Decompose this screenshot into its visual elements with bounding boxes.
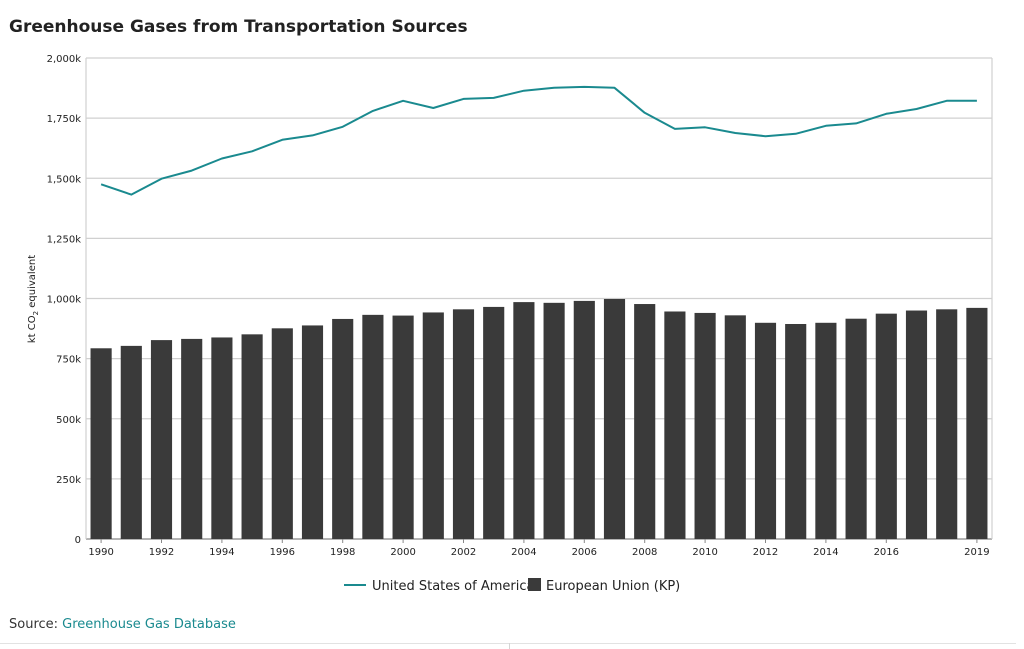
y-tick-label: 1,000k	[47, 295, 82, 306]
eu-bar	[362, 314, 384, 539]
source-prefix: Source:	[9, 617, 59, 632]
x-tick-label: 2004	[511, 547, 536, 558]
eu-bars	[90, 298, 988, 539]
x-tick-label: 2006	[572, 547, 597, 558]
y-tick-label: 0	[75, 535, 81, 546]
eu-bar	[332, 318, 354, 539]
y-axis: 0 250k 500k 750k 1,000k 1,250k 1,500k 1,750k 2,0…	[47, 54, 82, 546]
eu-bar	[875, 313, 897, 539]
legend: United States of America European Union …	[344, 578, 680, 594]
bottom-divider	[0, 643, 1016, 644]
eu-bar	[150, 340, 173, 539]
eu-bar	[966, 307, 988, 539]
x-tick-label: 1992	[149, 547, 174, 558]
y-axis-label: kt CO2 equivalent	[27, 255, 40, 343]
eu-bar	[543, 302, 565, 539]
x-tick-label: 2016	[874, 547, 899, 558]
legend-us-label: United States of America	[372, 579, 534, 594]
eu-bar	[603, 298, 626, 539]
source-link[interactable]: Greenhouse Gas Database	[62, 617, 236, 632]
y-tick-label: 500k	[56, 415, 81, 426]
y-tick-label: 750k	[56, 355, 81, 366]
eu-bar	[845, 318, 867, 539]
eu-bar	[905, 310, 928, 539]
y-tick-label: 250k	[56, 475, 81, 486]
y-tick-label: 1,500k	[47, 174, 82, 185]
legend-eu-label: European Union (KP)	[546, 579, 680, 594]
eu-bar	[422, 312, 444, 539]
x-tick-label: 1998	[330, 547, 355, 558]
x-tick-label: 1990	[88, 547, 113, 558]
legend-eu-swatch	[528, 578, 541, 591]
eu-bar	[815, 322, 837, 539]
x-axis: 1990 1992 1994 1996 1998 2000 2002 2004 2006 2008…	[88, 539, 990, 558]
eu-bar	[724, 315, 746, 539]
x-tick-label: 2002	[451, 547, 476, 558]
eu-bar	[90, 348, 112, 539]
grid-lines	[85, 57, 993, 540]
us-line-layer	[100, 85, 977, 196]
y-tick-label: 1,750k	[47, 114, 82, 125]
eu-bar	[664, 311, 686, 539]
x-tick-label: 1994	[209, 547, 234, 558]
x-tick-label: 2014	[813, 547, 838, 558]
x-tick-label: 2008	[632, 547, 657, 558]
us-line	[100, 85, 977, 196]
eu-bar	[634, 304, 656, 539]
x-tick-label: 2000	[390, 547, 415, 558]
eu-bar	[483, 306, 505, 539]
y-tick-label: 1,250k	[47, 234, 82, 245]
eu-bar	[271, 328, 293, 539]
x-tick-label: 1996	[270, 547, 295, 558]
x-tick-label: 2010	[692, 547, 717, 558]
bottom-divider-tick	[509, 643, 510, 649]
source-note: Source: Greenhouse Gas Database	[9, 617, 236, 632]
x-tick-label: 2019	[964, 547, 989, 558]
eu-bar	[241, 334, 263, 539]
eu-bar	[573, 300, 595, 539]
chart-title: Greenhouse Gases from Transportation Sou…	[9, 17, 468, 37]
eu-bar	[452, 309, 475, 539]
eu-bar	[181, 338, 203, 539]
eu-bar	[936, 309, 958, 539]
eu-bar	[513, 302, 535, 539]
chart-canvas: 0 250k 500k 750k 1,000k 1,250k 1,500k 1,750k 2,0…	[27, 54, 993, 594]
eu-bar	[392, 315, 414, 539]
y-tick-label: 2,000k	[47, 54, 82, 65]
eu-bar	[785, 323, 807, 539]
eu-bar	[120, 345, 142, 539]
eu-bar	[211, 337, 233, 539]
eu-bar	[301, 325, 324, 539]
eu-bar	[694, 312, 716, 539]
x-tick-label: 2012	[753, 547, 778, 558]
eu-bar	[754, 322, 777, 539]
